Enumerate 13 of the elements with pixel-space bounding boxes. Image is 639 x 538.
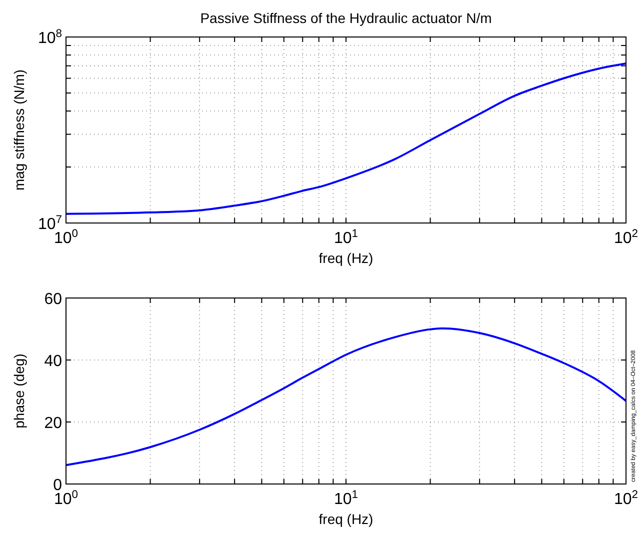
- y-axis-title: mag stiffness (N/m): [11, 69, 27, 191]
- y-axis-title: phase (deg): [11, 354, 27, 428]
- y-tick-label: 60: [44, 291, 62, 308]
- chart-title: Passive Stiffness of the Hydraulic actuator N/m: [200, 10, 492, 26]
- x-tick-label: 10$^{2}$: [614, 489, 638, 508]
- x-tick-label: 10$^{1}$: [334, 489, 358, 508]
- x-tick-label: 10$^{1}$: [334, 228, 358, 247]
- x-tick-label: 10$^{2}$: [614, 228, 638, 247]
- y-tick-label: 20: [44, 415, 62, 432]
- y-tick-label: 40: [44, 353, 62, 370]
- y-tick-label: 10$^{8}$: [38, 28, 62, 47]
- x-axis-title: freq (Hz): [318, 511, 374, 527]
- x-axis-title: freq (Hz): [318, 250, 374, 266]
